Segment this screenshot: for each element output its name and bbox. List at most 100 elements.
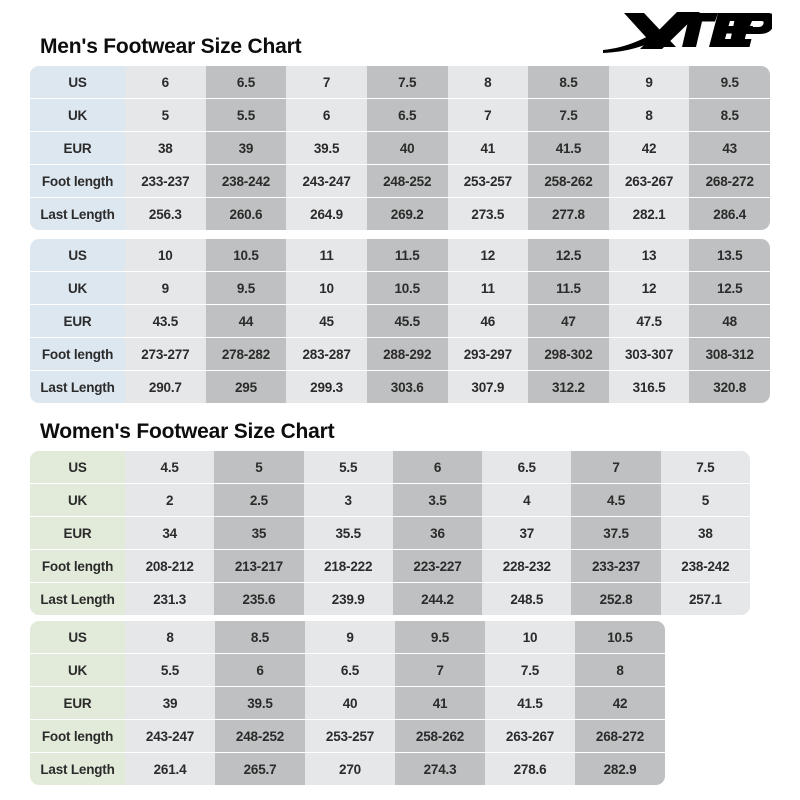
table-cell: 41 xyxy=(395,687,485,720)
table-cell: 298-302 xyxy=(528,338,609,371)
table-cell: 4.5 xyxy=(125,451,215,484)
table-cell: 5.5 xyxy=(205,99,287,132)
table-cell: 218-222 xyxy=(303,550,393,583)
table-cell: 11 xyxy=(447,272,529,305)
table-cell: 257.1 xyxy=(660,583,750,615)
table-cell: 243-247 xyxy=(286,165,367,198)
table-cell: 273.5 xyxy=(447,198,529,230)
table-cell: 8.5 xyxy=(689,99,770,132)
table-cell: 6.5 xyxy=(366,99,448,132)
row-label: US xyxy=(30,621,125,654)
table-cell: 286.4 xyxy=(689,198,770,230)
table-cell: 6.5 xyxy=(305,654,395,687)
table-cell: 263-267 xyxy=(608,165,690,198)
table-cell: 256.3 xyxy=(125,198,206,230)
row-label: UK xyxy=(30,99,125,132)
table-cell: 12 xyxy=(447,239,529,272)
row-label: UK xyxy=(30,484,125,517)
table-cell: 42 xyxy=(608,132,690,165)
table-row: EUR 38 39 39.5 40 41 41.5 42 43 xyxy=(30,132,770,165)
table-cell: 268-272 xyxy=(575,720,665,753)
table-cell: 6 xyxy=(215,654,305,687)
table-cell: 248.5 xyxy=(482,583,572,615)
table-cell: 7.5 xyxy=(366,66,448,99)
table-row: US 10 10.5 11 11.5 12 12.5 13 13.5 xyxy=(30,239,770,272)
table-cell: 239.9 xyxy=(303,583,393,615)
table-cell: 274.3 xyxy=(395,753,485,785)
row-label: Last Length xyxy=(30,753,125,785)
table-cell: 248-252 xyxy=(366,165,448,198)
table-cell: 41 xyxy=(447,132,529,165)
xtep-logo-icon xyxy=(602,8,772,54)
table-row: UK 5 5.5 6 6.5 7 7.5 8 8.5 xyxy=(30,99,770,132)
table-cell: 8 xyxy=(125,621,215,654)
table-cell: 235.6 xyxy=(214,583,304,615)
table-cell: 293-297 xyxy=(447,338,529,371)
table-cell: 38 xyxy=(125,132,206,165)
table-cell: 34 xyxy=(125,517,215,550)
table-cell: 40 xyxy=(366,132,448,165)
row-label: Last Length xyxy=(30,583,125,615)
table-cell: 6 xyxy=(286,99,367,132)
table-cell: 264.9 xyxy=(286,198,367,230)
row-label: EUR xyxy=(30,517,125,550)
table-cell: 5.5 xyxy=(303,451,393,484)
table-cell: 307.9 xyxy=(447,371,529,403)
table-cell: 7 xyxy=(447,99,529,132)
table-cell: 48 xyxy=(689,305,770,338)
table-cell: 270 xyxy=(305,753,395,785)
page-title-men: Men's Footwear Size Chart xyxy=(40,35,302,58)
table-cell: 8 xyxy=(575,654,665,687)
table-cell: 7.5 xyxy=(660,451,750,484)
table-cell: 290.7 xyxy=(125,371,206,403)
row-label: EUR xyxy=(30,687,125,720)
table-cell: 269.2 xyxy=(366,198,448,230)
row-label: US xyxy=(30,451,125,484)
table-cell: 8 xyxy=(447,66,529,99)
table-cell: 41.5 xyxy=(528,132,609,165)
table-cell: 7 xyxy=(571,451,661,484)
table-cell: 43 xyxy=(689,132,770,165)
table-cell: 10.5 xyxy=(366,272,448,305)
table-cell: 46 xyxy=(447,305,529,338)
table-row: US 6 6.5 7 7.5 8 8.5 9 9.5 xyxy=(30,66,770,99)
table-cell: 45.5 xyxy=(366,305,448,338)
table-row: UK 2 2.5 3 3.5 4 4.5 5 xyxy=(30,484,750,517)
table-cell: 303-307 xyxy=(608,338,690,371)
table-cell: 35.5 xyxy=(303,517,393,550)
table-cell: 253-257 xyxy=(447,165,529,198)
table-row: US 8 8.5 9 9.5 10 10.5 xyxy=(30,621,665,654)
table-cell: 7.5 xyxy=(485,654,575,687)
table-row: EUR 43.5 44 45 45.5 46 47 47.5 48 xyxy=(30,305,770,338)
table-cell: 233-237 xyxy=(571,550,661,583)
table-cell: 11.5 xyxy=(528,272,609,305)
table-cell: 10.5 xyxy=(205,239,287,272)
table-cell: 5 xyxy=(125,99,206,132)
table-cell: 223-227 xyxy=(392,550,483,583)
row-label: US xyxy=(30,66,125,99)
table-row: Foot length 208-212 213-217 218-222 223-227 2… xyxy=(30,550,750,583)
table-cell: 12.5 xyxy=(689,272,770,305)
table-cell: 9 xyxy=(608,66,690,99)
table-cell: 258-262 xyxy=(528,165,609,198)
table-cell: 283-287 xyxy=(286,338,367,371)
table-cell: 282.9 xyxy=(575,753,665,785)
table-cell: 7 xyxy=(395,654,485,687)
table-cell: 9.5 xyxy=(689,66,770,99)
table-cell: 303.6 xyxy=(366,371,448,403)
table-cell: 299.3 xyxy=(286,371,367,403)
table-cell: 2 xyxy=(125,484,215,517)
row-label: Last Length xyxy=(30,198,125,230)
table-cell: 2.5 xyxy=(214,484,304,517)
table-cell: 5 xyxy=(660,484,750,517)
table-cell: 39 xyxy=(125,687,215,720)
table-row: US 4.5 5 5.5 6 6.5 7 7.5 xyxy=(30,451,750,484)
row-label: EUR xyxy=(30,305,125,338)
table-cell: 45 xyxy=(286,305,367,338)
table-cell: 312.2 xyxy=(528,371,609,403)
table-cell: 295 xyxy=(205,371,287,403)
table-cell: 41.5 xyxy=(485,687,575,720)
table-row: Foot length 243-247 248-252 253-257 258-262 2… xyxy=(30,720,665,753)
table-cell: 213-217 xyxy=(214,550,304,583)
